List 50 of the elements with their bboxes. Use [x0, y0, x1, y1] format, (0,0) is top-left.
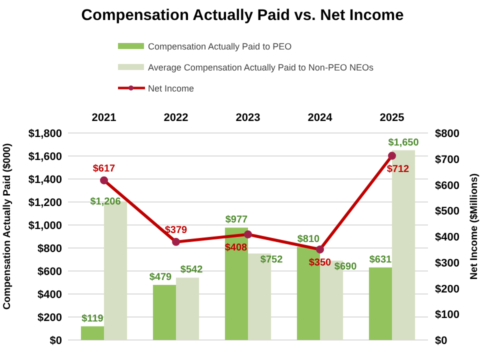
bar [368, 267, 392, 340]
x-tick-label: 2021 [92, 112, 116, 124]
y2-tick-label: $600 [435, 180, 460, 192]
bar [80, 326, 104, 340]
data-label: $350 [308, 257, 332, 268]
y-tick-label: $1,800 [28, 128, 62, 140]
y-tick-label: $1,000 [28, 220, 62, 232]
y-tick-label: $0 [50, 335, 62, 347]
data-label: $631 [369, 254, 392, 266]
y-tick-label: $1,600 [28, 151, 62, 163]
y-tick-label: $800 [38, 243, 62, 255]
x-tick-label: 2023 [236, 112, 260, 124]
data-label: $1,206 [90, 196, 122, 208]
x-tick-label: 2022 [164, 112, 188, 124]
data-label: $542 [180, 264, 204, 276]
y2-tick-label: $800 [435, 128, 460, 140]
y2-tick-label: $0 [435, 335, 448, 347]
y-tick-label: $400 [38, 289, 62, 301]
bar [152, 284, 176, 340]
y2-tick-label: $400 [435, 232, 460, 244]
y-tick-label: $1,200 [28, 197, 62, 209]
data-label: $1,650 [388, 137, 420, 148]
legend-label: Compensation Actually Paid to PEO [148, 42, 292, 52]
data-label: $408 [224, 242, 248, 254]
x-tick-label: 2024 [308, 112, 334, 124]
data-label: $379 [164, 224, 188, 236]
bar [224, 228, 248, 340]
legend-label: Net Income [148, 84, 194, 94]
y-tick-label: $200 [38, 312, 62, 324]
y2-tick-label: $200 [435, 283, 460, 296]
y2-axis-title: Net Income ($Millions) [469, 173, 480, 280]
y2-tick-label: $100 [435, 309, 460, 322]
x-tick-label: 2025 [380, 112, 404, 124]
data-label: $119 [82, 313, 104, 324]
y-tick-label: $1,400 [28, 174, 62, 186]
y2-tick-label: $500 [435, 206, 460, 218]
chart-title: Compensation Actually Paid vs. Net Income [81, 7, 404, 24]
bar [176, 278, 200, 340]
data-label: $617 [92, 163, 116, 174]
data-label: $479 [149, 272, 172, 283]
data-label: $690 [334, 262, 358, 273]
y2-tick-label: $700 [435, 154, 460, 166]
data-label: $810 [297, 234, 320, 245]
legend-label: Average Compensation Actually Paid to Non-PEO NEOs [148, 62, 374, 72]
data-label: $712 [386, 164, 410, 175]
data-label: $977 [225, 214, 248, 226]
y2-tick-label: $300 [435, 257, 460, 270]
data-label: $752 [260, 254, 284, 266]
y-tick-label: $600 [38, 266, 62, 278]
y-axis-title: Compensation Actually Paid ($000) [2, 143, 13, 310]
